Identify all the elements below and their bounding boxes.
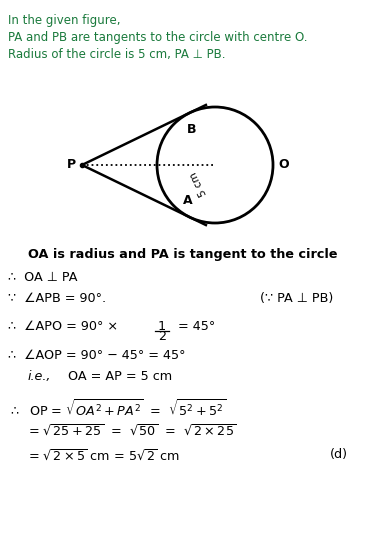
Text: A: A <box>183 194 193 207</box>
Text: 5 cm: 5 cm <box>188 170 208 198</box>
Text: Radius of the circle is 5 cm, PA ⊥ PB.: Radius of the circle is 5 cm, PA ⊥ PB. <box>8 48 225 61</box>
Text: 2: 2 <box>158 330 166 343</box>
Text: 1: 1 <box>158 321 166 334</box>
Text: ∴  ∠AOP = 90° − 45° = 45°: ∴ ∠AOP = 90° − 45° = 45° <box>8 349 186 362</box>
Text: OA = AP = 5 cm: OA = AP = 5 cm <box>68 370 172 383</box>
Text: P: P <box>67 158 76 171</box>
Text: = $\sqrt{2 \times 5}$ cm = 5$\sqrt{2}$ cm: = $\sqrt{2 \times 5}$ cm = 5$\sqrt{2}$ c… <box>28 448 180 464</box>
Text: In the given figure,: In the given figure, <box>8 14 120 27</box>
Text: i.e.,: i.e., <box>28 370 51 383</box>
Text: $\therefore$  OP = $\sqrt{OA^2 + PA^2}$  =  $\sqrt{5^2 + 5^2}$: $\therefore$ OP = $\sqrt{OA^2 + PA^2}$ =… <box>8 399 226 420</box>
Text: = 45°: = 45° <box>174 319 215 333</box>
Text: ∵  ∠APB = 90°.: ∵ ∠APB = 90°. <box>8 292 106 305</box>
Text: PA and PB are tangents to the circle with centre O.: PA and PB are tangents to the circle wit… <box>8 31 307 44</box>
Text: O: O <box>278 158 289 171</box>
Text: ∴  OA ⊥ PA: ∴ OA ⊥ PA <box>8 271 78 284</box>
Text: = $\sqrt{25 + 25}$  =  $\sqrt{50}$  =  $\sqrt{2 \times 25}$: = $\sqrt{25 + 25}$ = $\sqrt{50}$ = $\sqr… <box>28 424 237 439</box>
Text: (∵ PA ⊥ PB): (∵ PA ⊥ PB) <box>260 292 333 305</box>
Text: (d): (d) <box>330 448 348 461</box>
Text: ∴  ∠APO = 90° ×: ∴ ∠APO = 90° × <box>8 319 122 333</box>
Text: OA is radius and PA is tangent to the circle: OA is radius and PA is tangent to the ci… <box>28 248 337 261</box>
Text: B: B <box>187 123 197 136</box>
